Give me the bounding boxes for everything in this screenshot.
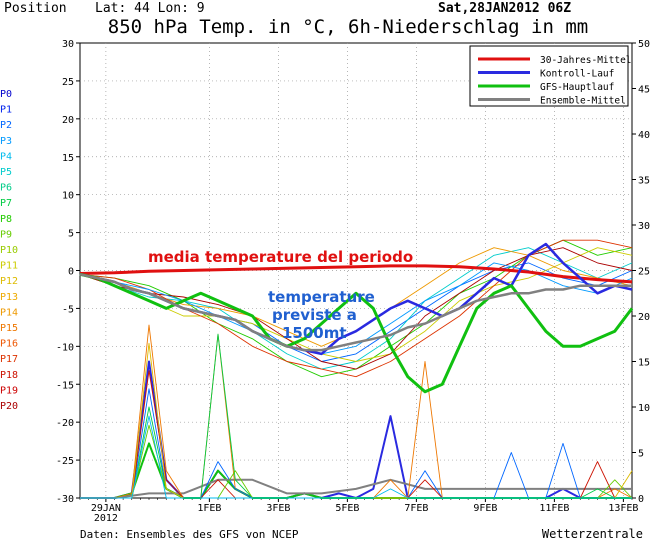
lat-lon-label: Lat: 44 Lon: 9 [95,1,205,16]
annotation-forecast-1: temperature [268,288,375,306]
right-tick-label: 25 [638,267,650,278]
member-label-p7: P7 [0,198,12,209]
chart-title: 850 hPa Temp. in °C, 6h-Niederschlag in … [108,16,588,38]
member-label-p8: P8 [0,214,12,225]
temp-line-gfs-hauptlauf [79,272,634,394]
member-label-p18: P18 [0,370,18,381]
member-label-p6: P6 [0,183,12,194]
right-tick-label: 30 [638,221,650,232]
member-label-p17: P17 [0,354,18,365]
x-tick-label: 13FEB [608,503,638,514]
member-label-p13: P13 [0,292,18,303]
temperature-series [79,239,634,394]
legend-box [469,45,629,107]
run-date-label: Sat,28JAN2012 06Z [438,1,571,16]
x-tick-label: 11FEB [539,503,569,514]
left-tick-label: -5 [62,304,74,315]
brand-label: Wetterzentrale [542,527,643,541]
left-tick-label: -20 [56,418,74,429]
member-label-p5: P5 [0,167,12,178]
data-source: Daten: Ensembles des GFS von NCEP [80,528,299,541]
legend-label-4: Ensemble-Mittel [540,96,626,107]
left-tick-label: 0 [68,267,74,278]
temp-line-p3 [79,262,633,355]
member-label-p9: P9 [0,229,12,240]
temp-line-p20 [79,247,633,370]
member-label-p14: P14 [0,307,18,318]
member-label-p20: P20 [0,401,18,412]
x-tick-label: 9FEB [473,503,497,514]
annotation-forecast-2: previste a [272,306,357,324]
right-tick-label: 40 [638,130,650,141]
right-tick-label: 45 [638,85,650,96]
grid [80,43,632,498]
left-tick-label: 5 [68,229,74,240]
member-label-p4: P4 [0,151,12,162]
left-tick-label: 20 [62,115,74,126]
legend-label-1: 30-Jahres-Mittel [540,55,632,66]
x-tick-label: 7FEB [404,503,428,514]
left-y-axis: -30 -25 -20 -15 -10 -5 0 5 10 15 20 25 30 [56,39,80,505]
annotation-mean: media temperature del periodo [148,248,413,266]
member-label-p1: P1 [0,105,12,116]
member-label-p12: P12 [0,276,18,287]
legend-label-3: GFS-Hauptlauf [540,82,614,93]
x-tick-label: 1FEB [197,503,221,514]
right-tick-label: 10 [638,403,650,414]
member-label-p2: P2 [0,120,12,131]
right-tick-label: 35 [638,176,650,187]
right-tick-label: 15 [638,358,650,369]
member-label-p19: P19 [0,385,18,396]
legend-label-2: Kontroll-Lauf [540,69,614,80]
annotation-forecast-3: 1500mt [282,324,347,342]
right-tick-label: 0 [638,494,644,505]
legend: 30-Jahres-Mittel Kontroll-Lauf GFS-Hauptla… [469,45,632,107]
temp-line-ensemble-mittel [79,273,632,352]
left-tick-label: 15 [62,153,74,164]
position-label: Position [4,1,67,16]
left-tick-label: -30 [56,494,74,505]
left-tick-label: 25 [62,77,74,88]
x-tick-label: 29JAN [91,503,121,514]
x-tick-label: 5FEB [335,503,359,514]
member-label-p16: P16 [0,339,18,350]
precip-line-ensemble-mittel [80,478,632,499]
x-tick-label: 3FEB [266,503,290,514]
right-tick-label: 50 [638,39,650,50]
right-tick-label: 20 [638,312,650,323]
member-label-p11: P11 [0,261,18,272]
right-tick-label: 5 [638,449,644,460]
precip-line-p4 [80,415,632,499]
right-y-axis: 0 5 10 15 20 25 30 35 40 45 50 [632,39,650,505]
precipitation-series [80,324,633,499]
left-tick-label: 30 [62,39,74,50]
member-label-p15: P15 [0,323,18,334]
left-tick-label: -10 [56,342,74,353]
temp-line-30-jahres-mittel [79,264,633,284]
member-label-p10: P10 [0,245,18,256]
left-tick-label: 10 [62,191,74,202]
left-tick-label: -25 [56,456,74,467]
member-label-p0: P0 [0,89,12,100]
member-label-p3: P3 [0,136,12,147]
x-tick-sublabel: 2012 [94,513,118,524]
member-labels: P0 P1 P2 P3 P4 P5 P6 P7 P8 P9 P10 P11 P12 P13 P14 P15 P1… [0,89,18,412]
left-tick-label: -15 [56,380,74,391]
